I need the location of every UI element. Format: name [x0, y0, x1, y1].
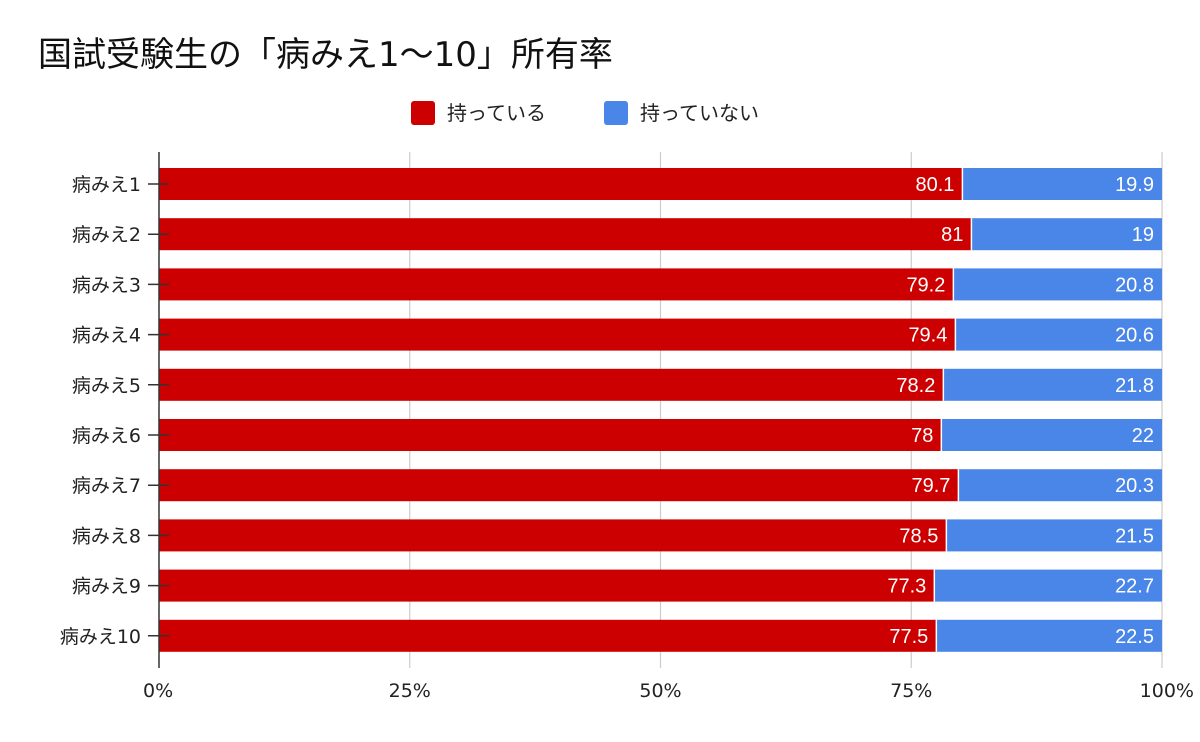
x-tick-label-2: 25%	[389, 680, 431, 702]
bar-3-series-1	[159, 268, 954, 301]
data-label-9-series-1: 77.3	[887, 576, 926, 598]
bars: 80.1 19.9 81 19 79.2 20.8 79.4 20.6 78.2 21.8 78 22…	[159, 168, 1162, 652]
category-label-8: 病みえ8	[72, 525, 141, 547]
category-label-3: 病みえ3	[72, 274, 141, 296]
category-label-7: 病みえ7	[72, 475, 141, 497]
bar-9-series-2	[934, 569, 1162, 602]
category-label-1: 病みえ1	[72, 174, 141, 196]
data-label-7-series-2: 20.3	[1115, 475, 1154, 497]
bar-6-series-1	[159, 419, 942, 451]
data-label-7-series-1: 79.7	[911, 475, 950, 497]
data-label-3-series-1: 79.2	[906, 274, 945, 296]
x-tick-label-4: 75%	[890, 680, 932, 702]
category-label-4: 病みえ4	[72, 325, 141, 347]
category-label-2: 病みえ2	[72, 224, 141, 246]
data-label-1-series-2: 19.9	[1115, 174, 1154, 196]
legend: 持っている 持っていない	[411, 101, 759, 125]
bar-10-series-2	[936, 619, 1162, 652]
bar-5-series-1	[159, 368, 944, 401]
legend-swatch-1	[411, 101, 435, 125]
x-tick-label-3: 50%	[639, 680, 681, 702]
bar-10-series-1	[159, 619, 937, 652]
data-label-5-series-2: 21.8	[1115, 375, 1154, 397]
data-label-4-series-2: 20.6	[1115, 325, 1154, 347]
chart-title: 国試受験生の「病みえ1〜10」所有率	[38, 35, 613, 75]
data-label-1-series-1: 80.1	[915, 174, 954, 196]
bar-4-series-2	[955, 318, 1162, 351]
data-label-3-series-2: 20.8	[1115, 274, 1154, 296]
bar-9-series-1	[159, 569, 935, 602]
data-label-8-series-2: 21.5	[1115, 525, 1154, 547]
category-label-9: 病みえ9	[72, 576, 141, 598]
category-label-10: 病みえ10	[60, 626, 141, 648]
data-label-2-series-2: 19	[1132, 224, 1154, 246]
bar-1-series-2	[962, 168, 1162, 200]
legend-label-1: 持っている	[447, 101, 546, 125]
category-label-5: 病みえ5	[72, 375, 141, 397]
bar-5-series-2	[943, 368, 1162, 401]
bar-4-series-1	[159, 318, 956, 351]
legend-label-2: 持っていない	[640, 101, 759, 125]
bar-3-series-2	[953, 268, 1162, 301]
x-tick-label-5: 100%	[1140, 680, 1194, 702]
bar-6-series-2	[941, 419, 1162, 451]
bar-7-series-2	[958, 469, 1162, 502]
bar-2-series-1	[159, 218, 972, 251]
data-label-9-series-2: 22.7	[1115, 576, 1154, 598]
bar-2-series-2	[971, 218, 1162, 251]
data-label-6-series-2: 22	[1132, 425, 1154, 447]
data-label-6-series-1: 78	[911, 425, 933, 447]
data-label-8-series-1: 78.5	[899, 525, 938, 547]
category-label-6: 病みえ6	[72, 425, 141, 447]
bar-8-series-2	[946, 519, 1162, 552]
axis: 0% 25% 50% 75% 100% 病みえ1 病みえ2 病みえ3 病みえ4 病みえ5 病みえ6 病…	[60, 152, 1194, 702]
bar-8-series-1	[159, 519, 947, 552]
bar-7-series-1	[159, 469, 959, 502]
data-label-2-series-1: 81	[941, 224, 963, 246]
legend-swatch-2	[604, 101, 628, 125]
data-label-10-series-1: 77.5	[889, 626, 928, 648]
data-label-4-series-1: 79.4	[908, 325, 947, 347]
x-tick-label-1: 0%	[143, 680, 173, 702]
data-label-5-series-1: 78.2	[896, 375, 935, 397]
bar-1-series-1	[159, 168, 963, 200]
data-label-10-series-2: 22.5	[1115, 626, 1154, 648]
